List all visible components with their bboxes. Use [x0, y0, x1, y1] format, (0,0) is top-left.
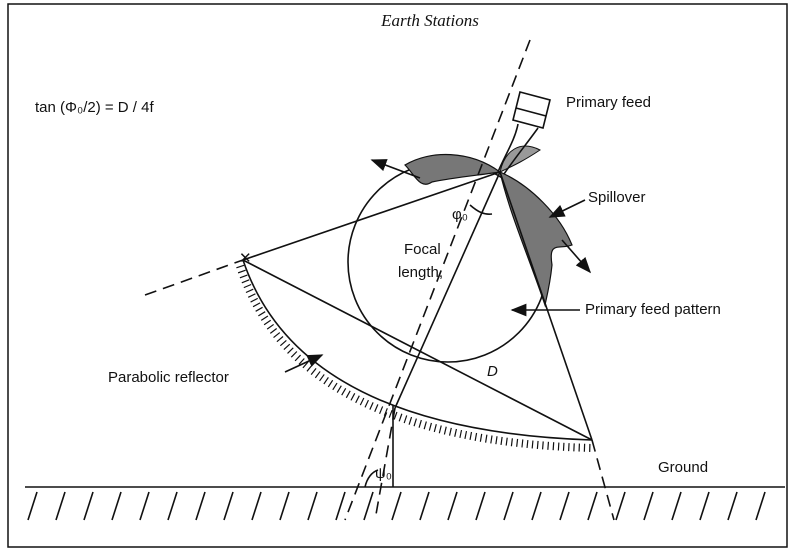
ground-hatch — [419, 491, 430, 521]
spillover-lobe-right — [499, 170, 573, 308]
formula: tan (Φ₀/2) = D / 4f — [35, 99, 154, 116]
ground-hatch — [279, 491, 290, 521]
ground-hatch — [363, 491, 374, 521]
angle-arc — [364, 469, 379, 488]
ground-hatch — [111, 491, 122, 521]
ground-hatch — [671, 491, 682, 521]
extension-line — [591, 439, 615, 521]
ground-hatch — [615, 491, 626, 521]
parabolic-reflector — [242, 259, 593, 441]
arrow — [370, 159, 421, 179]
ground-hatch — [335, 491, 346, 521]
feed-horn — [497, 91, 551, 175]
ground-hatch — [475, 491, 486, 521]
main-lobe — [499, 145, 541, 173]
label: Parabolic reflector — [108, 369, 229, 386]
ground-hatch — [251, 491, 262, 521]
leader — [548, 199, 586, 218]
label: ψ₀ — [375, 465, 392, 482]
edge-mark: ✕ — [239, 250, 252, 267]
ground-hatch — [559, 491, 570, 521]
ground-hatch — [223, 491, 234, 521]
ground-hatch — [139, 491, 150, 521]
label: D — [487, 363, 498, 380]
spillover-lobe-left — [404, 153, 502, 185]
ground-hatch — [83, 491, 94, 521]
ground-hatch — [391, 491, 402, 521]
ground-hatch — [167, 491, 178, 521]
edge-ray — [242, 171, 501, 261]
ground-hatch — [531, 491, 542, 521]
extension-line — [144, 259, 244, 296]
ground-hatch — [587, 491, 598, 521]
aperture-chord — [242, 259, 593, 441]
page-title: Earth Stations — [380, 11, 479, 30]
label: length, — [398, 264, 443, 281]
label: Primary feed — [566, 94, 651, 111]
label: Primary feed pattern — [585, 301, 721, 318]
ground-hatch — [55, 491, 66, 521]
ground-hatch — [307, 491, 318, 521]
focal-line — [394, 171, 501, 409]
ground-hatch — [643, 491, 654, 521]
ground-hatch — [195, 491, 206, 521]
ground-hatch — [755, 491, 766, 521]
ground-hatch — [727, 491, 738, 521]
ground-hatch — [699, 491, 710, 521]
ground-hatch — [27, 491, 38, 521]
label: Spillover — [588, 189, 646, 206]
ground-hatch — [503, 491, 514, 521]
ground-hatch — [447, 491, 458, 521]
label: φ₀ — [452, 206, 468, 223]
leader — [284, 354, 324, 373]
label: Focal — [404, 241, 441, 258]
frame — [7, 3, 788, 548]
angle-arc — [469, 204, 493, 215]
edge-ray — [499, 171, 593, 441]
arrow — [561, 239, 592, 274]
label: Ground — [658, 459, 708, 476]
boresight-axis — [344, 39, 531, 521]
ground — [25, 486, 785, 521]
